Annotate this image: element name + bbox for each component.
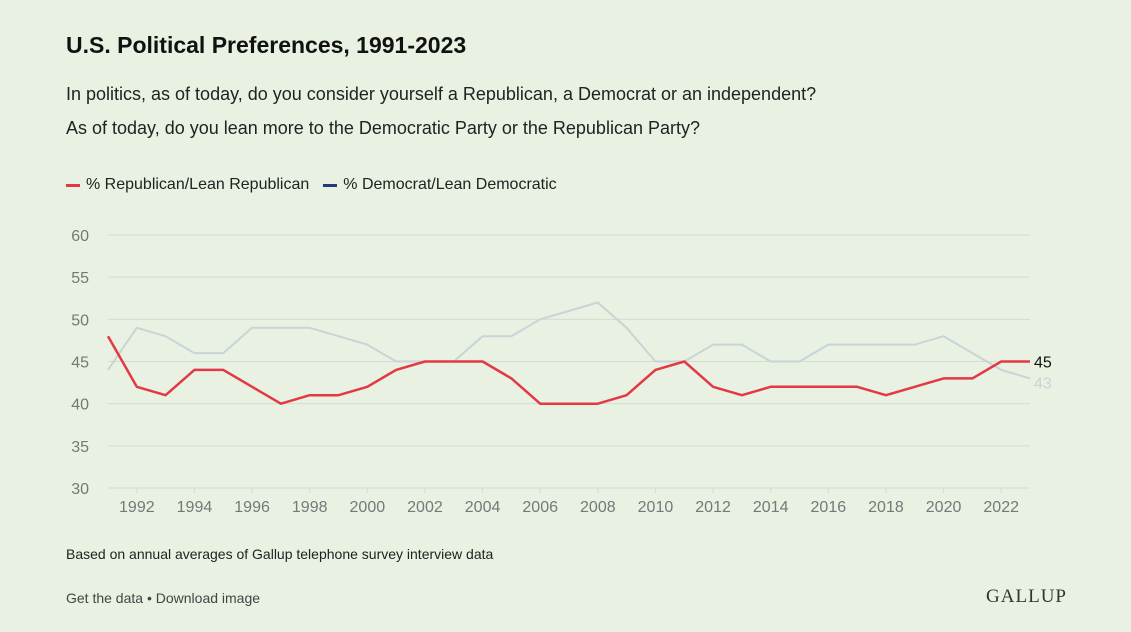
legend-label-democrat: % Democrat/Lean Democratic: [343, 176, 557, 193]
y-tick-label: 45: [71, 355, 89, 372]
y-tick-label: 50: [71, 312, 89, 329]
series-line-democrat: [107, 301, 1031, 380]
x-tick-label: 2010: [638, 499, 674, 516]
x-tick-label: 2004: [465, 499, 501, 516]
x-tick-label: 2014: [753, 499, 789, 516]
end-label-democrat: 43: [1034, 375, 1052, 392]
x-tick-label: 2018: [868, 499, 904, 516]
x-tick-label: 2012: [695, 499, 731, 516]
source-note: Based on annual averages of Gallup telep…: [66, 546, 494, 562]
legend-label-republican: % Republican/Lean Republican: [86, 176, 310, 193]
get-data-link[interactable]: Get the data: [66, 590, 144, 606]
y-tick-label: 35: [71, 439, 89, 456]
chart-legend: % Republican/Lean Republican % Democrat/…: [66, 176, 571, 194]
footer-separator: •: [143, 590, 156, 606]
line-chart: 30 35 40 45 50 55 60 1992 1994 1996 1998 2000 2002 20…: [71, 228, 1052, 516]
x-tick-label: 2008: [580, 499, 616, 516]
chart-title: U.S. Political Preferences, 1991-2023: [66, 32, 467, 58]
y-tick-label: 40: [71, 397, 89, 414]
x-tick-label: 2020: [926, 499, 962, 516]
y-tick-label: 60: [71, 228, 89, 245]
x-tick-label: 1994: [177, 499, 213, 516]
x-tick-label: 2022: [983, 499, 1019, 516]
chart-subtitle-question-2: As of today, do you lean more to the Dem…: [66, 118, 700, 138]
x-tick-label: 2006: [522, 499, 558, 516]
x-tick-label: 2016: [811, 499, 847, 516]
x-tick-label: 2002: [407, 499, 443, 516]
download-image-link[interactable]: Download image: [155, 590, 261, 606]
x-tick-label: 1996: [234, 499, 270, 516]
x-tick-label: 1992: [119, 499, 155, 516]
legend-item-democrat[interactable]: % Democrat/Lean Democratic: [323, 176, 557, 194]
legend-swatch-republican: [66, 183, 80, 187]
x-tick-label: 1998: [292, 499, 328, 516]
series-line-republican: [106, 335, 1030, 405]
legend-item-republican[interactable]: % Republican/Lean Republican: [66, 176, 309, 194]
legend-swatch-democrat: [323, 183, 338, 187]
footer-links: Get the data • Download image: [66, 590, 260, 606]
chart-subtitle-question-1: In politics, as of today, do you conside…: [66, 84, 817, 104]
x-tick-label: 2000: [350, 499, 386, 516]
end-label-republican: 45: [1034, 355, 1052, 372]
y-tick-label: 30: [71, 481, 89, 498]
y-tick-label: 55: [71, 270, 89, 287]
gallup-logo: GALLUP: [986, 586, 1067, 607]
